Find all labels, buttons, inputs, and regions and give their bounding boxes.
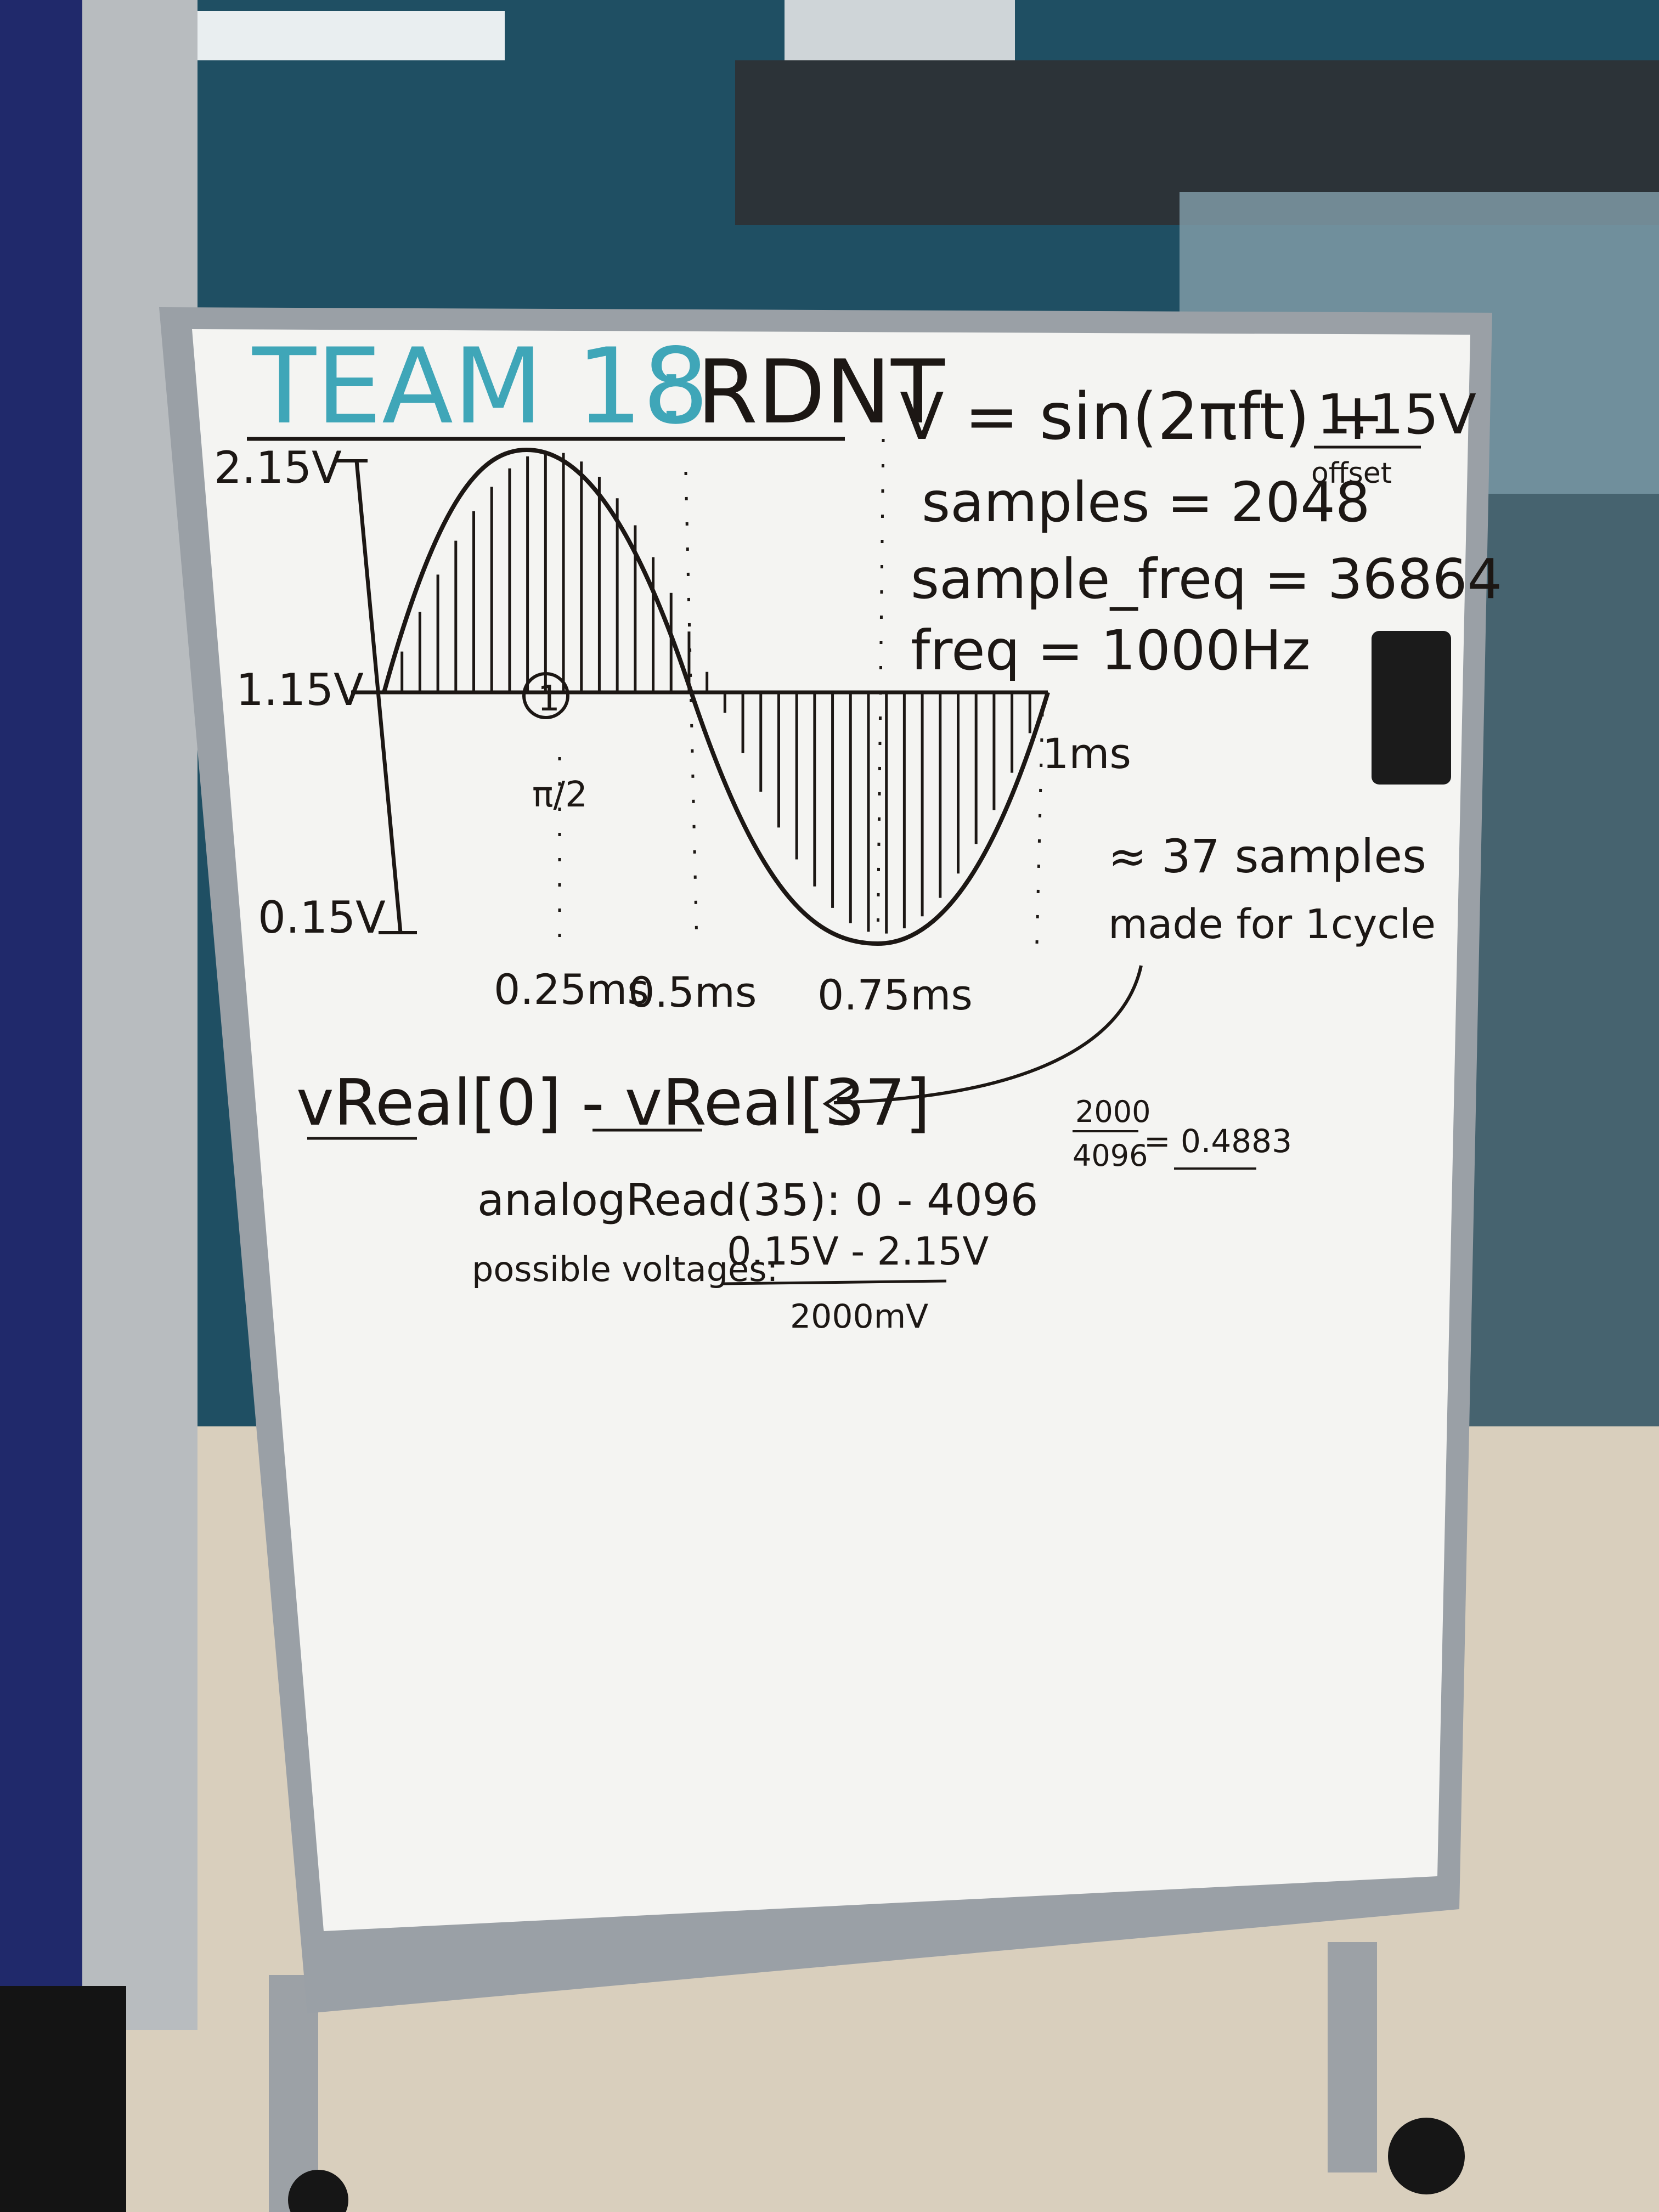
note-arrow (833, 965, 1143, 1104)
samples-note-line2: made for 1cycle (1108, 901, 1436, 948)
division-result: = 0.4883 (1144, 1122, 1292, 1160)
param-freq: freq = 1000Hz (911, 618, 1311, 682)
divider-05 (684, 471, 698, 944)
note-arrowhead (822, 1082, 857, 1124)
possible-voltages-range: 0.15V - 2.15V (727, 1229, 989, 1274)
sample-lines (400, 451, 1031, 934)
param-sample-freq: sample_freq = 36864 (911, 547, 1502, 611)
x-label-025: 0.25ms (494, 965, 649, 1014)
wheel-right (1388, 2118, 1465, 2194)
whiteboard-eraser (1372, 631, 1451, 785)
project-name: RDNT (697, 341, 945, 443)
equation-formula: V = sin(2πft) + (900, 379, 1385, 454)
stand-leg-right (1328, 1942, 1377, 2172)
possible-voltages-span: 2000mV (790, 1297, 928, 1336)
marked-point-label: 1 (538, 679, 560, 719)
voltages-underline (721, 1279, 947, 1285)
x-label-075: 0.75ms (817, 970, 973, 1019)
wheel-left (288, 2170, 348, 2212)
y-label-bottom: 0.15V (258, 892, 386, 943)
division-denominator: 4096 (1073, 1138, 1148, 1173)
marked-point-circle (522, 672, 569, 719)
x-label-end: 1ms (1042, 729, 1131, 778)
sine-curve (382, 447, 1050, 946)
whiteboard-surface (192, 329, 1470, 1931)
divider-075 (876, 438, 885, 944)
ceiling-light (165, 11, 505, 60)
team-title: TEAM 18 (252, 326, 709, 447)
y-label-top: 2.15V (214, 442, 342, 493)
marked-point-sub: π/2 (532, 775, 588, 815)
sine-graph: 1 π/2 2.15V 1.15V 0.15V 0.25ms 0.5ms 0.7… (214, 438, 1131, 1019)
equation-offset-label: offset (1311, 457, 1392, 490)
graph-y-axis (354, 460, 403, 933)
x-label-05: 0.5ms (628, 968, 757, 1017)
metal-post (82, 0, 198, 2030)
array-range: vReal[0] - vReal[37] (296, 1066, 930, 1140)
equation-offset-value: 1.15V (1317, 382, 1476, 447)
analog-read: analogRead(35): 0 - 4096 (477, 1175, 1039, 1226)
division-numerator: 2000 (1075, 1094, 1150, 1129)
bag-on-floor (0, 1986, 126, 2212)
samples-note-line1: ≈ 37 samples (1108, 830, 1426, 883)
param-samples: samples = 2048 (922, 470, 1370, 534)
title-colon: : (656, 336, 687, 445)
y-label-mid: 1.15V (236, 664, 364, 715)
